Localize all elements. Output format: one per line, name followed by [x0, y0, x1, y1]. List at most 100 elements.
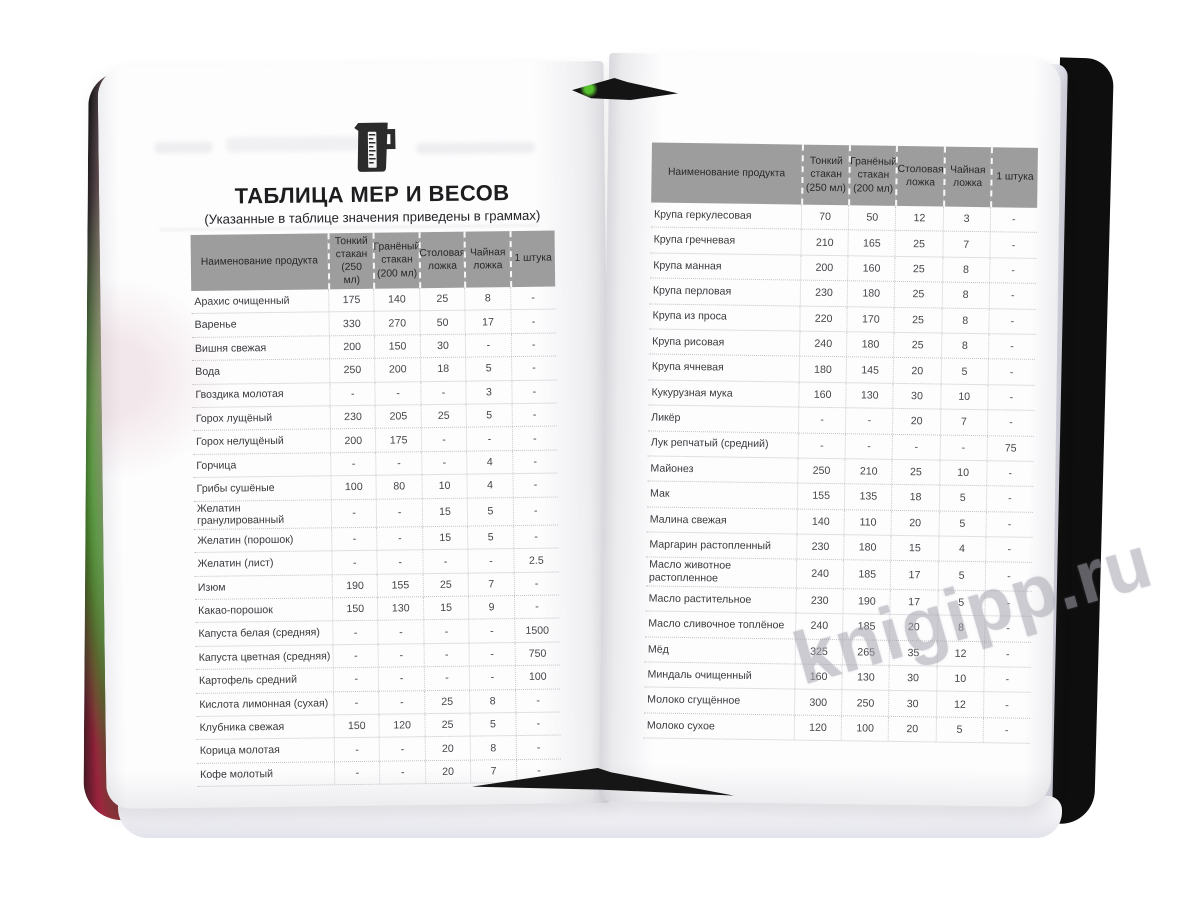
product-name-cell: Желатин (лист) — [197, 557, 274, 571]
value-cell: 1500 — [513, 619, 560, 642]
value-cell: - — [511, 450, 558, 474]
value-cell: - — [378, 667, 424, 691]
value-cell: 140 — [796, 509, 845, 535]
value-cell: - — [422, 549, 468, 573]
value-cell: 20 — [892, 408, 940, 435]
value-cell: 25 — [894, 231, 943, 257]
value-cell: - — [797, 407, 846, 433]
value-cell: - — [510, 309, 556, 333]
value-cell: 250 — [841, 690, 889, 716]
value-cell: - — [375, 451, 422, 475]
page-title: ТАБЛИЦА МЕР И ВЕСОВ — [234, 180, 510, 209]
product-name-cell: Грибы сушёные — [196, 481, 275, 495]
value-cell: - — [376, 527, 423, 551]
value-cell: 110 — [843, 509, 892, 535]
product-name-cell: Капуста цветная (средняя) — [198, 650, 331, 664]
value-cell: 120 — [378, 714, 425, 738]
value-cell: - — [982, 692, 1031, 718]
value-cell: 160 — [847, 256, 895, 282]
value-cell: - — [510, 333, 557, 357]
value-cell: 15 — [422, 596, 469, 620]
value-cell: 10 — [935, 666, 984, 692]
value-cell: - — [329, 382, 376, 406]
value-cell: 5 — [938, 485, 987, 511]
value-cell: 230 — [799, 280, 848, 306]
value-cell: 8 — [464, 287, 511, 311]
product-name-cell: Масло сливочное топлёное — [648, 617, 785, 632]
value-cell: - — [988, 283, 1037, 309]
value-cell: - — [510, 380, 557, 404]
value-cell: 75 — [986, 435, 1034, 461]
value-cell: 25 — [893, 332, 941, 358]
value-cell: - — [466, 427, 512, 451]
value-cell: - — [988, 257, 1037, 284]
product-name-cell: Вода — [195, 365, 221, 378]
product-name-cell: Маргарин растопленный — [649, 538, 772, 553]
product-name-cell: Лук репчатый (средний) — [650, 436, 769, 451]
product-name-cell: Ликёр — [651, 411, 681, 424]
value-cell: 165 — [847, 230, 896, 256]
value-cell: 7 — [942, 231, 990, 257]
header-cell: Наименование продукта — [190, 233, 329, 291]
value-cell: - — [468, 619, 515, 643]
product-name-cell: Крупа геркулесовая — [653, 208, 752, 222]
product-name-cell: Майонез — [650, 462, 694, 475]
value-cell: - — [420, 427, 467, 451]
value-cell: 4 — [937, 536, 986, 562]
value-cell: 150 — [333, 714, 380, 738]
value-cell: - — [423, 643, 470, 667]
value-cell: - — [514, 689, 561, 713]
value-cell: 250 — [797, 458, 845, 484]
value-cell: - — [467, 549, 514, 573]
value-cell: - — [376, 550, 423, 574]
value-cell: - — [333, 691, 379, 715]
value-cell: 170 — [846, 306, 895, 332]
value-cell: 190 — [331, 574, 378, 598]
product-name-cell: Миндаль очищенный — [647, 668, 752, 682]
value-cell: - — [982, 717, 1031, 744]
value-cell: - — [510, 356, 557, 380]
value-cell: 8 — [940, 333, 989, 359]
product-name-cell: Крупа рисовая — [652, 335, 725, 349]
product-name-cell: Корица молотая — [199, 744, 280, 758]
value-cell: - — [515, 735, 561, 759]
value-cell: - — [420, 381, 466, 405]
value-cell: 200 — [374, 358, 421, 382]
value-cell: - — [423, 620, 469, 644]
value-cell: 50 — [848, 205, 896, 231]
value-cell: 8 — [469, 689, 516, 713]
value-cell: 175 — [328, 288, 374, 312]
value-cell: 100 — [330, 475, 377, 499]
value-cell: - — [513, 572, 559, 596]
value-cell: 5 — [469, 713, 516, 737]
value-cell: 160 — [798, 382, 846, 408]
value-cell: - — [330, 499, 377, 528]
value-cell: 175 — [375, 428, 422, 452]
value-cell: 230 — [329, 405, 376, 429]
value-cell: 4 — [466, 450, 513, 474]
value-cell: 130 — [377, 597, 424, 621]
value-cell: - — [939, 435, 987, 461]
value-cell: 10 — [421, 474, 467, 498]
product-name-cell: Картофель средний — [198, 673, 298, 688]
value-cell: 10 — [939, 384, 988, 410]
value-cell: 180 — [798, 356, 847, 382]
value-cell: 70 — [800, 204, 849, 230]
value-cell: 180 — [846, 281, 895, 307]
value-cell: - — [844, 433, 893, 459]
value-cell: 220 — [799, 306, 847, 332]
product-name-cell: Горчица — [196, 459, 237, 472]
product-name-cell: Капуста белая (средняя) — [198, 626, 320, 641]
product-name-cell: Молоко сухое — [646, 719, 715, 733]
value-cell: - — [377, 620, 424, 644]
value-cell: 18 — [891, 485, 939, 511]
product-name-cell: Молоко сгущённое — [647, 693, 741, 708]
value-cell: 8 — [940, 308, 989, 334]
value-cell: - — [989, 207, 1038, 233]
value-cell: 80 — [375, 475, 422, 499]
header-cell: Наименование продукта — [651, 142, 802, 205]
table-row: Молоко сухое 120 100 20 5- — [643, 713, 1031, 745]
value-cell: 5 — [467, 526, 514, 549]
value-cell: 18 — [419, 357, 466, 381]
